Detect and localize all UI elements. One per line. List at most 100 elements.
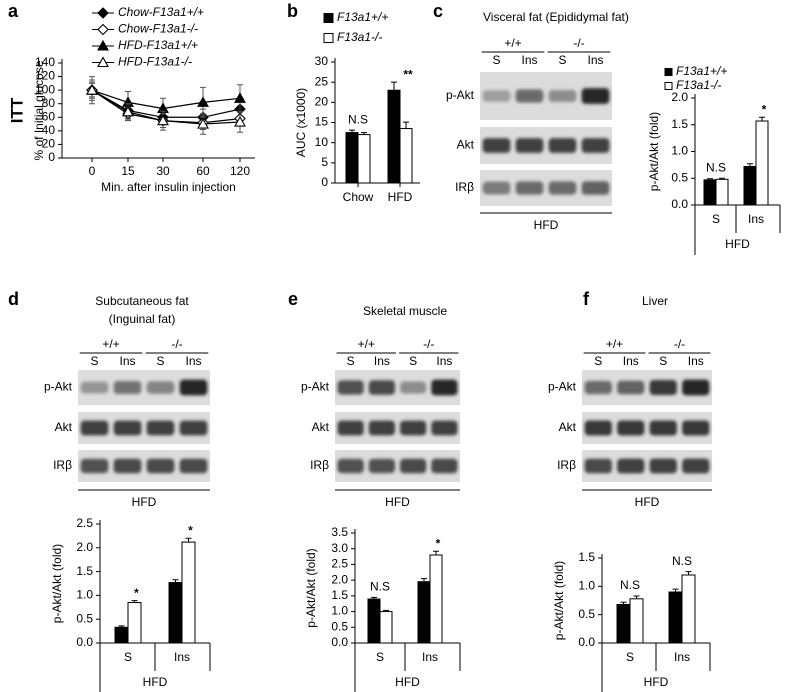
error-bar — [672, 588, 679, 592]
x-tick-label: S — [376, 650, 384, 664]
row-label: Akt — [457, 138, 475, 152]
panel-letter: c — [433, 1, 443, 21]
error-bar — [707, 178, 713, 180]
blot-title: Skeletal muscle — [363, 304, 447, 318]
annotation: N.S — [706, 160, 726, 174]
annotation: * — [762, 102, 767, 116]
group-label: HFD — [395, 675, 420, 689]
lane-label: S — [492, 53, 500, 67]
annotation: * — [134, 586, 139, 600]
x-axis-label: Min. after insulin injection — [101, 180, 236, 194]
blot-band — [515, 138, 544, 153]
x-tick-label: 0 — [89, 164, 96, 178]
panel-letter: a — [8, 1, 19, 21]
genotype-label: -/- — [573, 36, 584, 50]
annotation: * — [188, 523, 193, 537]
error-bar — [118, 625, 125, 628]
x-tick-label: 60 — [196, 164, 210, 178]
blot-band — [337, 380, 364, 395]
legend-label: F13a1-/- — [337, 30, 382, 44]
y-tick-label: 120 — [35, 69, 55, 83]
panel-letter: f — [583, 289, 590, 309]
blot-band — [581, 138, 610, 153]
legend-label: HFD-F13a1-/- — [118, 55, 192, 69]
blot-band — [400, 420, 427, 436]
y-tick-label: 15 — [315, 115, 329, 129]
legend-label: HFD-F13a1+/+ — [118, 38, 198, 52]
bar — [168, 582, 183, 644]
row-label: p-Akt — [44, 380, 73, 394]
y-tick-label: 3.0 — [331, 541, 348, 555]
row-label: p-Akt — [446, 88, 475, 102]
y-tick-label: 0.5 — [671, 170, 688, 184]
bar — [703, 179, 717, 206]
panel-letter: d — [8, 289, 19, 309]
point — [234, 92, 246, 103]
y-tick-label: 0.5 — [578, 607, 595, 621]
blot-footer: HFD — [132, 495, 157, 509]
blot-band — [400, 381, 427, 394]
genotype-label: -/- — [674, 337, 685, 351]
error-bar — [633, 595, 640, 599]
annotation: N.S — [348, 112, 368, 126]
error-bar — [403, 121, 409, 129]
bar — [367, 598, 381, 644]
y-tick-label: 20 — [315, 95, 329, 109]
blot-band — [649, 420, 677, 436]
bar — [429, 554, 443, 644]
blot-band — [431, 379, 458, 396]
legend-swatch — [664, 68, 673, 76]
y-tick-label: 1.0 — [76, 588, 93, 602]
blot-band — [617, 420, 645, 436]
lane-label: Ins — [185, 354, 201, 368]
legend-marker — [97, 7, 109, 19]
blot-band — [179, 379, 208, 396]
x-tick-label: Ins — [674, 650, 690, 664]
legend-swatch — [323, 13, 334, 23]
row-label: IRβ — [310, 458, 329, 472]
blot-footer: HFD — [635, 495, 660, 509]
blot-band — [515, 181, 544, 195]
error-bar — [759, 116, 765, 122]
series-line — [91, 89, 241, 110]
point — [122, 105, 134, 117]
legend-marker — [97, 23, 109, 36]
y-tick-label: 3.5 — [331, 525, 348, 539]
error-bar — [391, 81, 397, 91]
lane-label: Ins — [374, 354, 390, 368]
blot-band — [80, 420, 109, 436]
legend-label: Chow-F13a1+/+ — [118, 5, 204, 19]
lane-label: Ins — [521, 53, 537, 67]
y-axis-label: p-Akt/Akt (fold) — [647, 112, 661, 191]
point — [197, 117, 209, 129]
blot-band — [482, 138, 511, 153]
blot-band — [482, 90, 511, 102]
blot-band — [682, 420, 710, 436]
error-bar — [421, 578, 427, 582]
x-tick-label: 120 — [230, 164, 250, 178]
blot-band — [368, 458, 395, 474]
y-axis-label: p-Akt/Akt (fold) — [552, 561, 566, 640]
x-tick-label: HFD — [388, 190, 413, 204]
bar — [181, 541, 196, 644]
bar — [417, 581, 431, 644]
y-tick-label: 0.0 — [331, 635, 348, 649]
panel-letter: e — [288, 289, 298, 309]
y-tick-label: 2.0 — [76, 540, 93, 554]
blot-band — [617, 380, 645, 395]
blot-band — [113, 381, 142, 394]
y-tick-label: 0 — [321, 175, 328, 189]
y-tick-label: 1.0 — [578, 579, 595, 593]
bar — [681, 574, 696, 644]
row-label: IRβ — [53, 458, 72, 472]
y-tick-label: 1.0 — [331, 604, 348, 618]
y-tick-label: 1.5 — [76, 564, 93, 578]
blot-subtitle: (Inguinal fat) — [109, 312, 176, 326]
blot-band — [581, 88, 610, 104]
lane-label: Ins — [119, 354, 135, 368]
blot-band — [515, 89, 544, 103]
lane-label: S — [156, 354, 164, 368]
bar — [399, 128, 413, 184]
lane-label: Ins — [587, 53, 603, 67]
blot-band — [400, 458, 427, 474]
